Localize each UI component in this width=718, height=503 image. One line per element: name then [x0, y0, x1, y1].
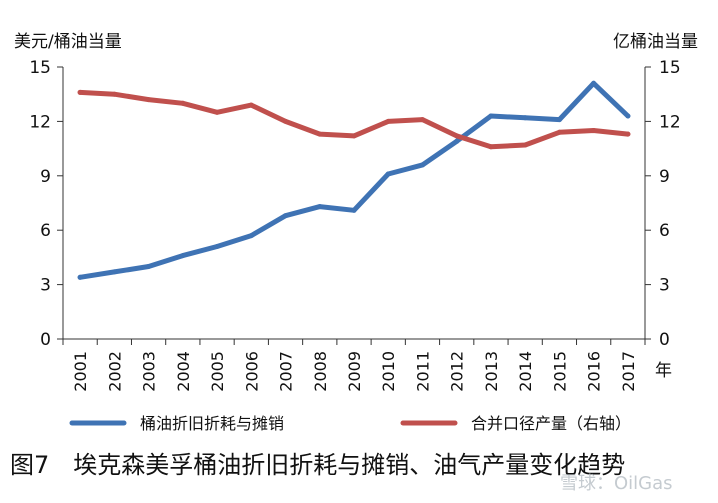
series-1-point — [385, 118, 391, 124]
series-0-point — [351, 207, 357, 213]
series-line-0 — [77, 80, 631, 280]
series-0-point — [248, 233, 254, 239]
series-0-point — [385, 171, 391, 177]
x-tick-label: 2015 — [550, 351, 569, 392]
x-tick-label: 2011 — [413, 351, 432, 392]
left-axis-title: 美元/桶油当量 — [14, 32, 122, 52]
series-1-point — [77, 89, 83, 95]
series-0-point — [625, 113, 631, 119]
legend-label-production: 合并口径产量（右轴） — [471, 414, 631, 433]
series-1-point — [146, 97, 152, 103]
series-1-point — [111, 91, 117, 97]
left-tick-label: 12 — [29, 112, 51, 132]
x-tick-label: 2014 — [516, 351, 535, 392]
x-tick-label: 2001 — [71, 351, 90, 392]
series-1-point — [214, 109, 220, 115]
series-1-point — [317, 131, 323, 137]
x-tick-label: 2003 — [140, 351, 159, 392]
series-0-point — [146, 264, 152, 269]
right-y-ticks: 0 3 6 9 12 15 — [645, 58, 681, 350]
series-0-point — [488, 113, 494, 119]
x-tick-label: 2005 — [208, 351, 227, 392]
x-tick-label: 2010 — [379, 351, 398, 392]
left-tick-label: 9 — [40, 167, 51, 187]
series-0-point — [214, 244, 220, 249]
series-1-point — [488, 144, 494, 150]
series-1-point — [180, 100, 186, 106]
series-1-point — [454, 133, 460, 139]
series-0-point — [522, 115, 528, 121]
series-0-point — [420, 162, 425, 168]
series-0-point — [591, 80, 597, 86]
series-0-point — [111, 269, 117, 275]
x-tick-label: 2006 — [242, 351, 261, 392]
series-0-point — [556, 117, 562, 123]
x-tick-label: 2002 — [105, 351, 124, 392]
x-tick-label: 2004 — [174, 351, 193, 392]
left-y-ticks: 0 3 6 9 12 15 — [29, 58, 63, 350]
series-1-point — [522, 142, 528, 148]
right-tick-label: 3 — [659, 276, 670, 296]
right-tick-label: 15 — [659, 58, 681, 78]
figure-caption: 图7 埃克森美孚桶油折旧折耗与摊销、油气产量变化趋势 — [10, 451, 625, 479]
right-tick-label: 0 — [659, 330, 670, 350]
series-1-point — [351, 133, 357, 139]
left-tick-label: 15 — [29, 58, 51, 78]
series-1-point — [248, 102, 254, 108]
series-0-point — [317, 204, 323, 210]
right-axis-title: 亿桶油当量 — [613, 32, 698, 52]
series-1-point — [283, 118, 288, 124]
right-tick-label: 6 — [659, 221, 670, 241]
x-tick-label: 2013 — [482, 351, 501, 392]
x-ticks: 2001 2002 2003 2004 2005 2006 2007 2008 2009 2010… — [62, 339, 646, 392]
series-1-point — [420, 117, 425, 123]
x-tick-label: 2016 — [585, 351, 604, 392]
legend-label-ddna: 桶油折旧折耗与摊销 — [140, 414, 284, 433]
right-tick-label: 12 — [659, 112, 681, 132]
series-0-point — [454, 138, 460, 144]
x-tick-label: 2007 — [277, 351, 296, 392]
series-0-point — [77, 274, 83, 280]
right-tick-label: 9 — [659, 167, 670, 187]
series-1-point — [625, 131, 631, 137]
watermark: 雪球：OilGas — [560, 473, 673, 494]
x-tick-label: 2017 — [619, 351, 638, 392]
series-0-point — [180, 253, 186, 259]
legend: 桶油折旧折耗与摊销 合并口径产量（右轴） — [69, 414, 631, 433]
series-1-point — [556, 129, 562, 135]
left-tick-label: 6 — [40, 221, 51, 241]
left-tick-label: 3 — [40, 276, 51, 296]
x-axis-unit: 年 — [655, 361, 672, 381]
axes-layer — [62, 67, 646, 340]
series-layer — [77, 80, 631, 280]
series-0-point — [283, 213, 288, 219]
left-tick-label: 0 — [40, 330, 51, 350]
x-tick-label: 2012 — [448, 351, 467, 392]
x-tick-label: 2008 — [311, 351, 330, 392]
x-tick-label: 2009 — [345, 351, 364, 392]
series-1-point — [591, 128, 597, 133]
